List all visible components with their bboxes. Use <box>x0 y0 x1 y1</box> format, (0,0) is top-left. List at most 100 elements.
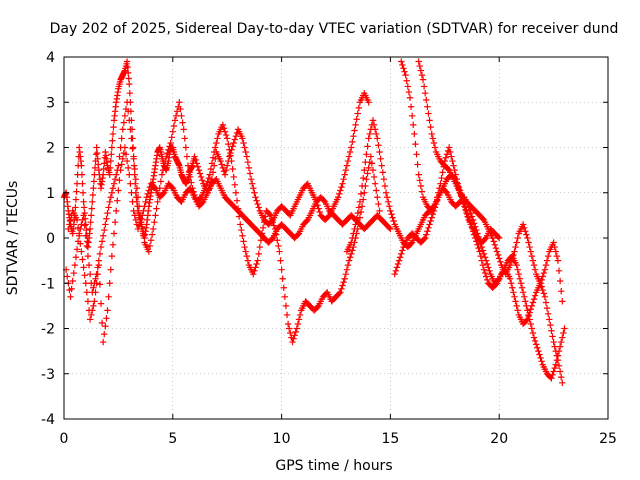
data-point <box>294 231 302 238</box>
data-point <box>276 248 283 255</box>
data-point <box>270 222 278 229</box>
data-point <box>90 185 97 192</box>
data-point <box>379 169 386 176</box>
data-point <box>378 162 385 169</box>
data-point <box>91 298 98 305</box>
data-point <box>525 239 532 246</box>
data-point <box>73 246 81 253</box>
x-tick-label: 5 <box>168 431 177 447</box>
data-point <box>345 257 353 264</box>
data-point <box>352 221 359 228</box>
data-point <box>400 65 407 72</box>
data-point <box>336 190 343 198</box>
data-point <box>110 230 118 237</box>
data-point <box>541 293 549 301</box>
data-point <box>375 142 382 149</box>
data-point <box>459 196 466 203</box>
data-point <box>121 112 129 120</box>
data-point <box>91 164 99 172</box>
data-point <box>239 135 246 142</box>
data-point <box>146 242 154 250</box>
data-point <box>365 99 372 106</box>
data-point <box>382 189 390 196</box>
y-axis: -4 -3 -2 -1 0 1 2 3 4 <box>41 50 608 428</box>
data-point <box>194 163 202 170</box>
data-point <box>517 280 525 287</box>
data-point <box>423 96 430 104</box>
data-point <box>67 216 74 224</box>
y-tick-label: 4 <box>46 50 55 66</box>
data-point <box>492 281 500 288</box>
data-point <box>205 174 212 182</box>
data-point <box>426 117 433 124</box>
data-point <box>538 276 545 284</box>
data-point <box>370 121 378 129</box>
data-point <box>206 171 213 178</box>
data-point <box>229 165 236 173</box>
data-point <box>254 257 261 264</box>
data-point <box>143 194 150 201</box>
data-point <box>105 204 112 211</box>
data-point <box>398 58 405 65</box>
data-point <box>513 302 520 310</box>
data-point <box>363 151 370 158</box>
data-point <box>526 243 533 251</box>
data-point <box>145 187 153 194</box>
data-point <box>150 225 157 233</box>
data-point <box>345 153 353 160</box>
data-point <box>79 180 86 187</box>
data-point <box>255 204 262 211</box>
x-axis: 0 5 10 15 20 25 <box>60 57 617 447</box>
data-point <box>516 275 524 282</box>
data-point <box>553 352 561 359</box>
data-point <box>353 215 360 222</box>
data-point <box>121 144 129 151</box>
data-point <box>348 144 355 151</box>
data-point <box>337 289 344 296</box>
data-point <box>452 175 459 183</box>
data-point <box>428 214 435 221</box>
data-point <box>84 298 92 305</box>
data-point <box>475 244 482 252</box>
data-point <box>507 258 515 265</box>
data-point <box>154 198 161 205</box>
data-point <box>231 136 239 143</box>
data-point <box>343 266 351 273</box>
data-point <box>349 247 356 254</box>
data-point <box>182 144 190 151</box>
data-point <box>443 151 451 158</box>
data-point <box>259 224 267 232</box>
series-track-b <box>62 99 383 346</box>
data-point <box>185 168 193 175</box>
data-point <box>476 248 483 255</box>
data-point <box>286 325 293 332</box>
data-point <box>247 175 255 183</box>
data-point <box>474 241 481 248</box>
data-point <box>523 231 530 238</box>
data-point <box>303 217 310 225</box>
data-point <box>401 68 408 75</box>
data-point <box>122 151 130 158</box>
data-point <box>197 173 205 181</box>
data-point <box>515 271 522 278</box>
data-point <box>484 276 491 284</box>
data-point <box>377 155 384 163</box>
data-point <box>455 186 463 193</box>
data-point <box>225 140 232 148</box>
data-point <box>229 143 236 150</box>
data-point <box>134 225 142 233</box>
data-point <box>83 226 90 234</box>
data-point <box>559 379 566 386</box>
data-point <box>171 117 179 124</box>
data-point <box>66 221 73 228</box>
data-point <box>78 171 86 178</box>
data-point <box>375 200 382 208</box>
data-point <box>191 153 198 160</box>
data-point <box>232 189 240 196</box>
data-point <box>71 261 79 269</box>
data-point <box>355 204 363 211</box>
data-point <box>82 232 89 239</box>
data-point <box>210 148 218 156</box>
data-point <box>251 267 258 275</box>
data-point <box>325 213 332 220</box>
